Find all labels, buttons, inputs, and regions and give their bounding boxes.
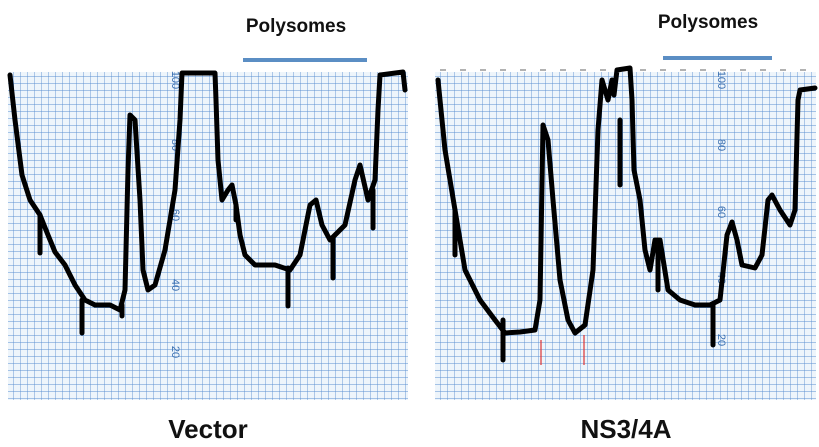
trace-spike [452, 117, 716, 363]
scale-label: 100 [715, 71, 727, 89]
grid-paper [435, 72, 816, 400]
panel-label: Polysomes [658, 12, 758, 33]
marker-line [540, 335, 585, 365]
panel-caption: Vector [168, 414, 248, 444]
panel-label: Polysomes [246, 16, 346, 37]
scale-label: 20 [715, 334, 727, 346]
grid-paper [8, 72, 408, 400]
scale-label: 20 [169, 346, 181, 358]
scale-label: 60 [715, 206, 727, 218]
trace [7, 69, 408, 313]
trace-spike [37, 187, 376, 336]
scale-label: 80 [715, 139, 727, 151]
panel-caption: NS3/4A [580, 414, 671, 444]
scale-label: 100 [169, 71, 181, 89]
scale-label: 40 [169, 279, 181, 291]
trace [435, 65, 818, 336]
